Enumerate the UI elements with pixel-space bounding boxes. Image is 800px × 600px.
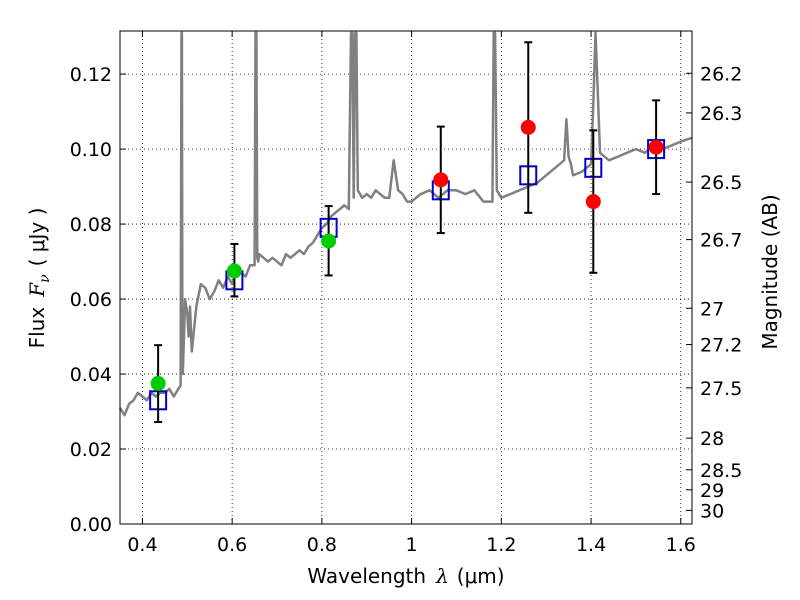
x-tick-label: 0.4 (127, 534, 157, 556)
y-axis-label: FluxFν( μJy ) (25, 208, 53, 349)
observed-point (150, 375, 166, 391)
x-tick-label: 1.4 (576, 534, 606, 556)
mag-tick-label: 28.5 (700, 460, 742, 482)
y-tick-label: 0.12 (70, 64, 112, 86)
x-tick-label: 1.2 (486, 534, 516, 556)
spectrum-layer (118, 31, 693, 417)
axis-ticks: 0.4 0.6 0.8 1 1.2 1.4 1.6 0.00 0.02 0.04 0.06 0.08 0… (70, 31, 742, 556)
observed-points (150, 119, 664, 391)
observed-point (585, 194, 601, 210)
mag-tick-label: 26.7 (700, 230, 742, 252)
mag-tick-label: 30 (700, 500, 724, 522)
error-bars (154, 41, 661, 424)
y-tick-label: 0.06 (70, 289, 112, 311)
x-axis-label: Wavelength λ (μm) (307, 564, 504, 588)
y-tick-label: 0.02 (70, 439, 112, 461)
observed-point (226, 263, 242, 279)
x-tick-label: 1.6 (666, 534, 696, 556)
observed-point (321, 233, 337, 249)
mag-tick-label: 26.5 (700, 172, 742, 194)
observed-point (648, 139, 664, 155)
y-tick-label: 0.04 (70, 364, 112, 386)
observed-point (520, 119, 536, 135)
right-axis-label: Magnitude (AB) (758, 194, 782, 349)
x-tick-label: 0.6 (217, 534, 247, 556)
x-tick-label: 1 (406, 534, 418, 556)
mag-tick-label: 27.2 (700, 335, 742, 357)
mag-tick-label: 26.2 (700, 63, 742, 85)
x-tick-label: 0.8 (307, 534, 337, 556)
y-tick-label: 0.00 (70, 514, 112, 536)
spectrum-line (118, 31, 693, 417)
y-tick-label: 0.08 (70, 214, 112, 236)
observed-point (433, 172, 449, 188)
mag-tick-label: 28 (700, 428, 724, 450)
mag-tick-label: 29 (700, 480, 724, 502)
mag-tick-label: 26.3 (700, 103, 742, 125)
plot-frame (119, 30, 693, 525)
y-tick-label: 0.10 (70, 139, 112, 161)
gridlines (120, 31, 692, 525)
mag-tick-label: 27.5 (700, 378, 742, 400)
model-photometry-squares (149, 139, 666, 411)
mag-tick-label: 27 (700, 298, 724, 320)
